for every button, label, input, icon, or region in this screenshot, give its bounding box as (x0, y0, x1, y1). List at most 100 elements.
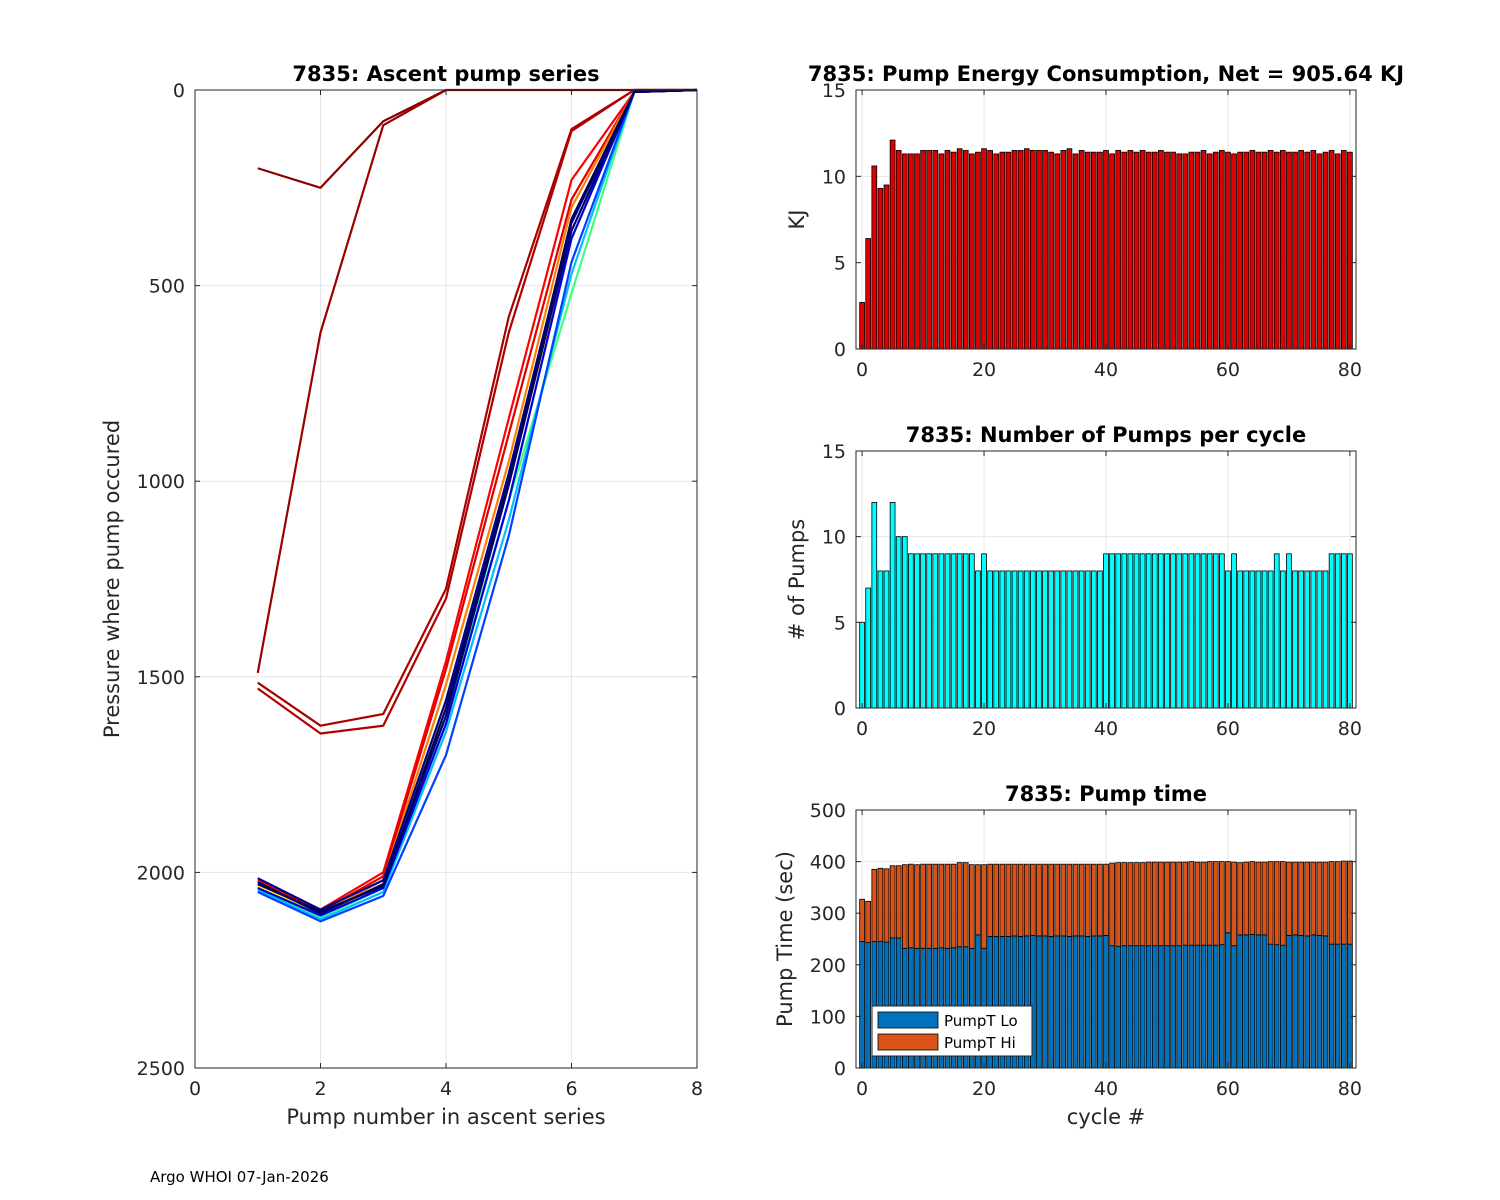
bar-segment (1292, 861, 1298, 936)
bar (1029, 150, 1036, 350)
x-tick-label: 80 (1338, 718, 1362, 740)
bar-segment (1054, 935, 1061, 1069)
bar-segment (1243, 861, 1250, 936)
bar (1048, 570, 1054, 709)
bar (1133, 151, 1140, 350)
bar-segment (987, 863, 993, 937)
x-tick-label: 0 (856, 359, 868, 381)
bar (1023, 570, 1030, 709)
bar (1145, 151, 1152, 350)
bar (908, 153, 914, 350)
bar-segment (1139, 945, 1146, 1069)
bar (1139, 553, 1146, 709)
legend-swatch (877, 1033, 939, 1051)
bar (877, 570, 884, 709)
bar (926, 553, 933, 709)
bar (938, 153, 945, 350)
y-tick-label: 1000 (137, 471, 185, 493)
bar-segment (1206, 944, 1213, 1069)
bar-segment (1072, 863, 1079, 937)
bar (1334, 553, 1341, 709)
bar (1090, 151, 1097, 350)
legend: PumpT Lo PumpT Hi (871, 1005, 1033, 1057)
bar (1279, 150, 1286, 350)
bar-segment (1048, 936, 1054, 1069)
bar (956, 148, 963, 350)
bar-segment (1310, 861, 1317, 936)
bar (865, 587, 872, 709)
x-tick-label: 60 (1216, 359, 1240, 381)
x-tick-label: 20 (972, 1078, 996, 1100)
bar (871, 501, 878, 709)
bar-segment (1188, 944, 1195, 1069)
x-tick-label: 0 (856, 718, 868, 740)
bar-segment (1164, 861, 1170, 947)
y-tick-label: 15 (822, 441, 846, 463)
bar-segment (1139, 862, 1146, 947)
chart-title: 7835: Ascent pump series (292, 62, 599, 86)
bar (1231, 553, 1237, 709)
bar-segment (1048, 863, 1054, 937)
bar (1212, 151, 1219, 350)
bar (1267, 150, 1274, 350)
bar (1090, 570, 1097, 709)
y-tick-label: 0 (834, 339, 846, 361)
bar (956, 553, 963, 709)
bar-segment (1133, 945, 1140, 1069)
pumps-per-cycle-chart: 0 20 40 60 80 0 5 10 15 7835: Number of Pumps per… (785, 423, 1362, 740)
bar-segment (1066, 936, 1073, 1069)
bar (1340, 553, 1347, 709)
bar (1084, 570, 1091, 709)
bar (1292, 570, 1298, 709)
bar (932, 553, 939, 709)
bar (1273, 553, 1280, 709)
bar (1267, 570, 1274, 709)
bar (926, 150, 933, 350)
bar (950, 151, 957, 350)
bar-segment (999, 863, 1006, 937)
bar-segment (1298, 861, 1304, 936)
bar (1237, 151, 1243, 350)
x-tick-label: 0 (856, 1078, 868, 1100)
bar-segment (908, 863, 914, 949)
bar (895, 150, 902, 350)
bar-segment (1255, 934, 1262, 1069)
bar-segment (1261, 934, 1268, 1069)
bar-segment (1084, 936, 1091, 1069)
bar (944, 150, 951, 350)
bar (1109, 153, 1115, 350)
bar (987, 150, 993, 350)
bar (1182, 553, 1189, 709)
bar-segment (962, 862, 969, 948)
bar-segment (1103, 863, 1109, 936)
bar-segment (859, 898, 865, 942)
ascent-pump-chart: 0 2 4 6 8 0 500 1000 1500 2000 2500 7835: Ascent pu… (100, 62, 703, 1129)
bar (1029, 570, 1036, 709)
bar (871, 165, 878, 350)
bar (1005, 570, 1012, 709)
series-line (257, 88, 698, 913)
bar-segment (1231, 861, 1237, 947)
bar (1219, 553, 1225, 709)
bar (908, 553, 914, 709)
y-tick-label: 500 (149, 276, 185, 298)
bar-segment (1036, 863, 1042, 937)
bar (981, 553, 987, 709)
x-tick-label: 80 (1338, 359, 1362, 381)
x-tick-label: 2 (314, 1078, 326, 1100)
y-tick-label: 100 (810, 1006, 846, 1028)
bar-segment (1231, 945, 1237, 1069)
bar-segment (1151, 945, 1158, 1069)
bar (938, 553, 945, 709)
bar-segment (914, 864, 920, 949)
bar-segment (1225, 932, 1231, 1069)
x-tick-label: 40 (1094, 359, 1118, 381)
bar-segment (1328, 861, 1335, 945)
bar (1322, 151, 1329, 350)
bar (1005, 151, 1012, 350)
x-tick-label: 60 (1216, 1078, 1240, 1100)
bar (859, 301, 865, 350)
bar (1261, 570, 1268, 709)
bar (1042, 570, 1048, 709)
bar-segment (969, 864, 975, 949)
